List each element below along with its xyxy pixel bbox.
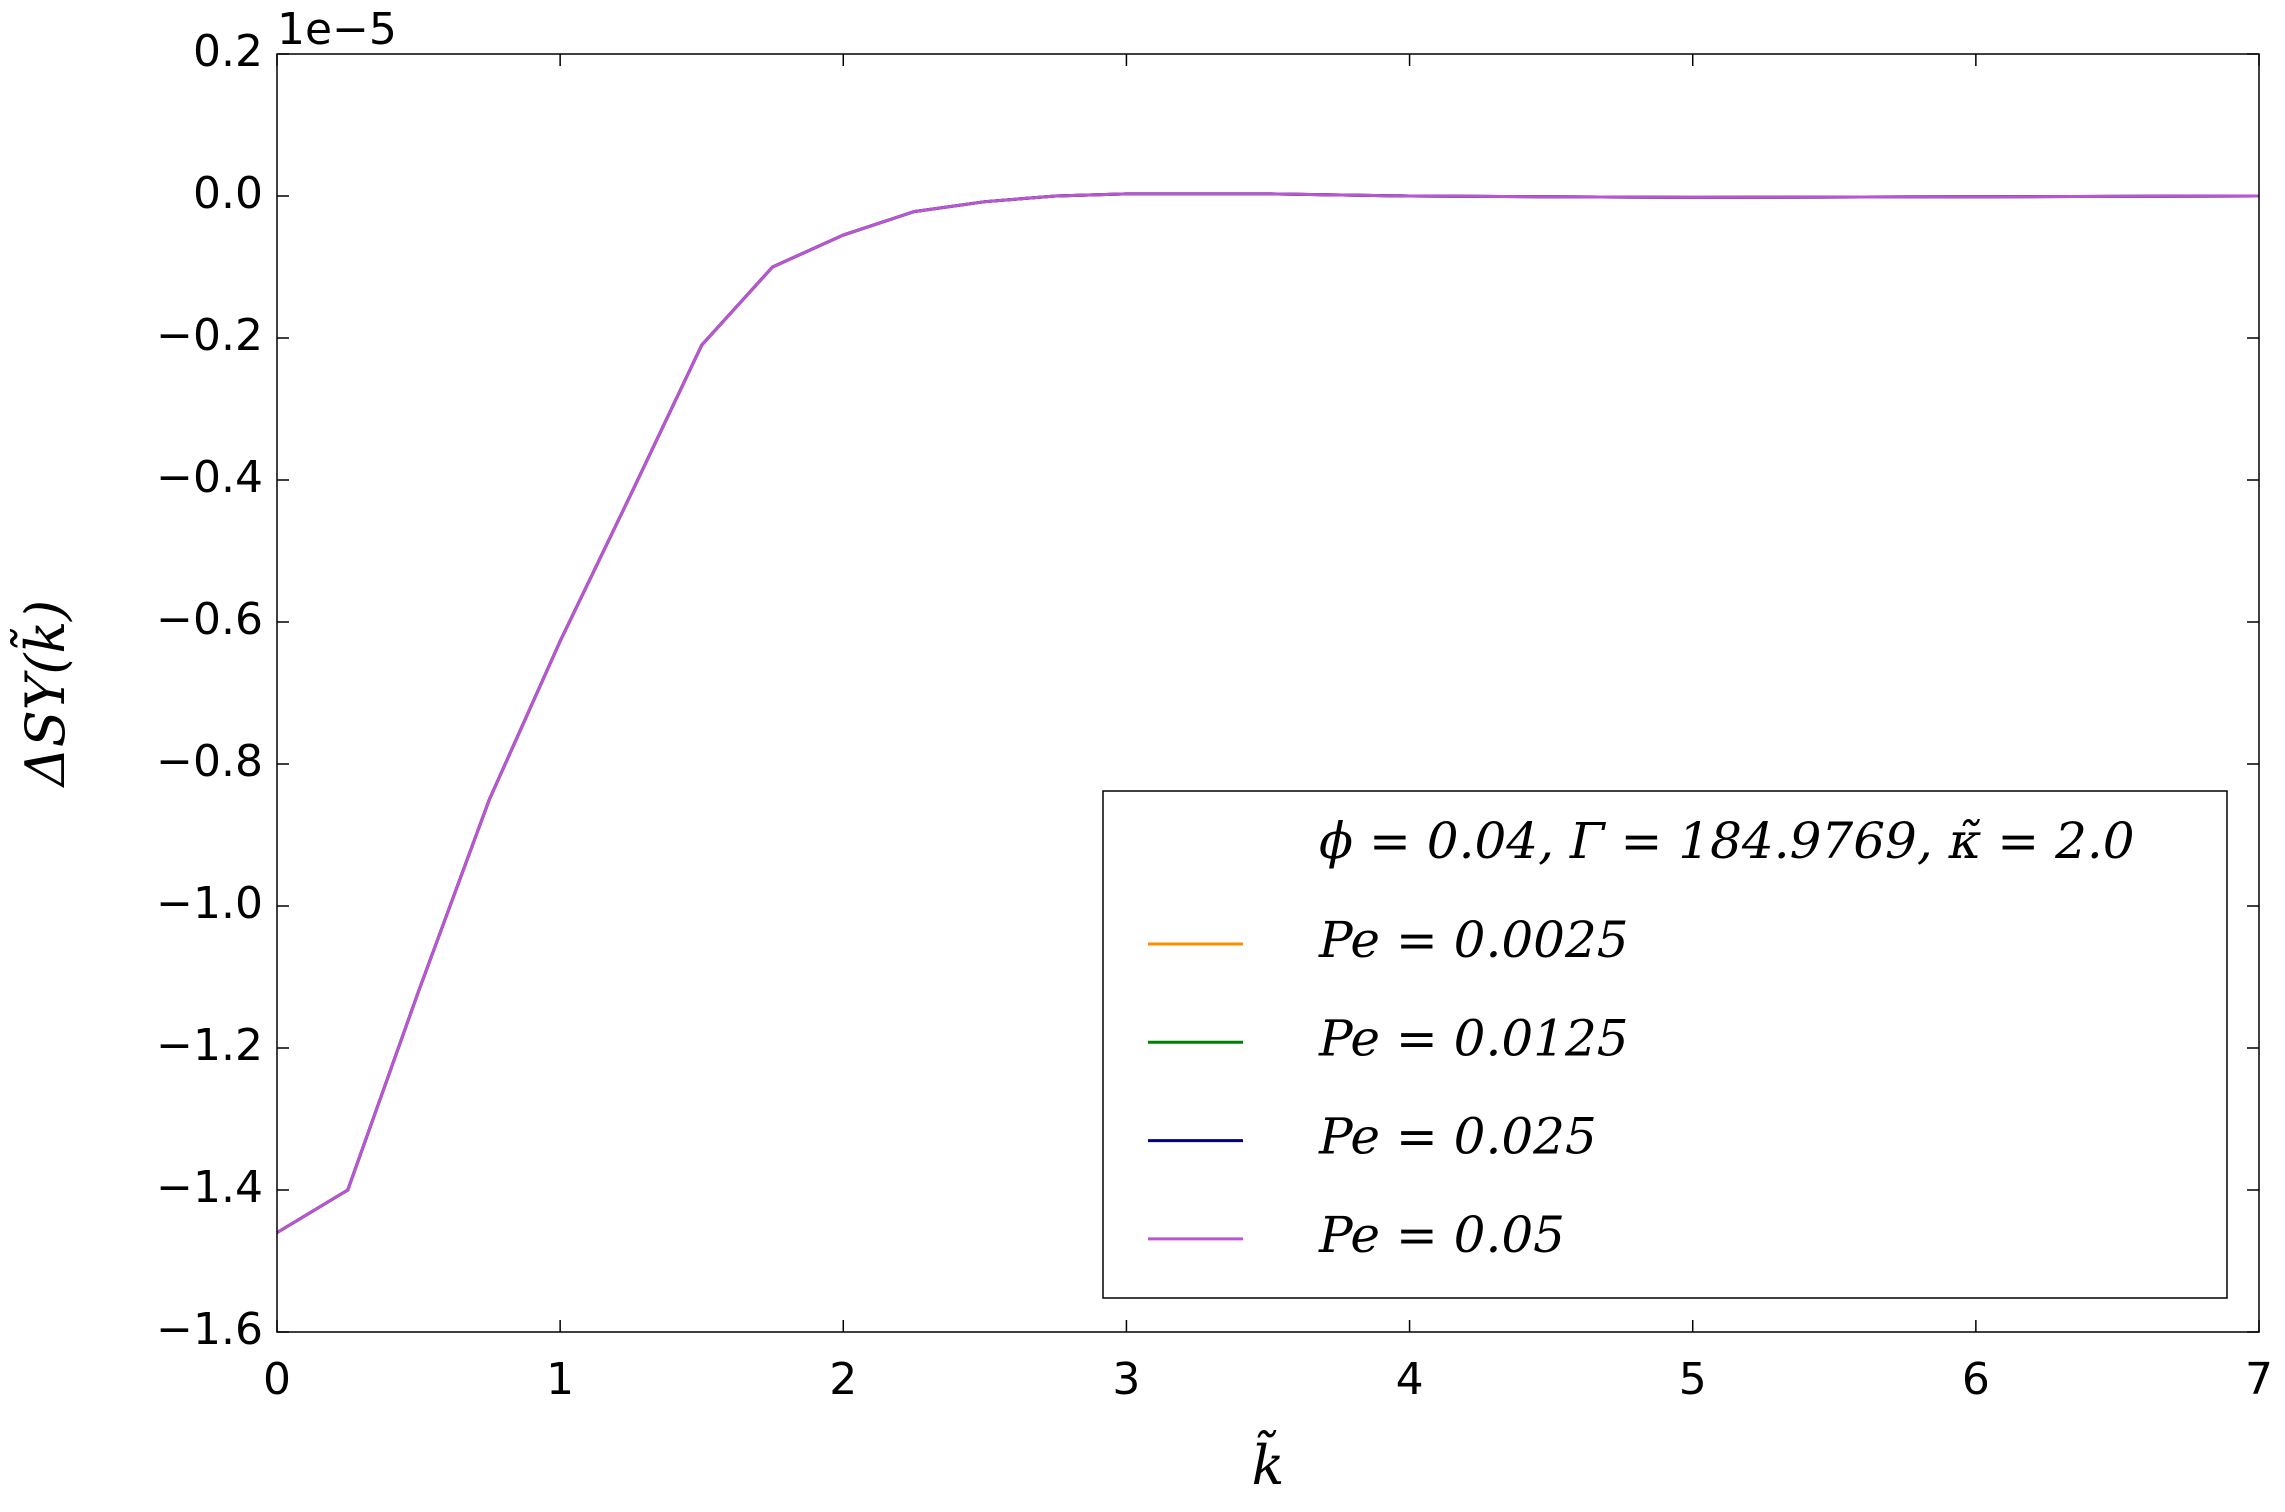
- x-tick-label: 7: [2245, 1354, 2273, 1405]
- legend-label: Pe = 0.0125: [1318, 1009, 1629, 1067]
- legend-label: Pe = 0.05: [1318, 1206, 1565, 1264]
- y-tick-label: 0.0: [193, 168, 263, 219]
- x-tick-label: 5: [1679, 1354, 1707, 1405]
- y-axis-label: ΔSY(k̃): [9, 600, 77, 789]
- x-tick-label: 0: [263, 1354, 291, 1405]
- x-tick-label: 6: [1962, 1354, 1990, 1405]
- legend-title: ϕ = 0.04, Γ = 184.9769, κ̃ = 2.0: [1319, 812, 2135, 870]
- plot-frame: [276, 53, 2260, 1333]
- x-tick-label: 1: [546, 1354, 574, 1405]
- y-tick-label: −1.0: [156, 878, 263, 929]
- data-line: [276, 192, 2260, 1234]
- y-tick-label: −0.6: [156, 594, 263, 645]
- x-tick-label: 3: [1112, 1354, 1140, 1405]
- x-tick-label: 2: [829, 1354, 857, 1405]
- y-tick-label: 0.2: [193, 26, 263, 77]
- legend-label: Pe = 0.0025: [1318, 911, 1629, 969]
- offset-text: 1e−5: [277, 4, 397, 55]
- y-tick-label: −1.6: [156, 1304, 263, 1355]
- y-tick-label: −0.2: [156, 310, 263, 361]
- y-tick-label: −1.2: [156, 1020, 263, 1071]
- y-tick-label: −0.4: [156, 452, 263, 503]
- y-tick-label: −1.4: [156, 1162, 263, 1213]
- legend-box: [1102, 790, 2228, 1299]
- x-tick-label: 4: [1396, 1354, 1424, 1405]
- x-axis-label: k̃: [1252, 1429, 1285, 1497]
- legend-label: Pe = 0.025: [1318, 1108, 1597, 1166]
- y-tick-label: −0.8: [156, 736, 263, 787]
